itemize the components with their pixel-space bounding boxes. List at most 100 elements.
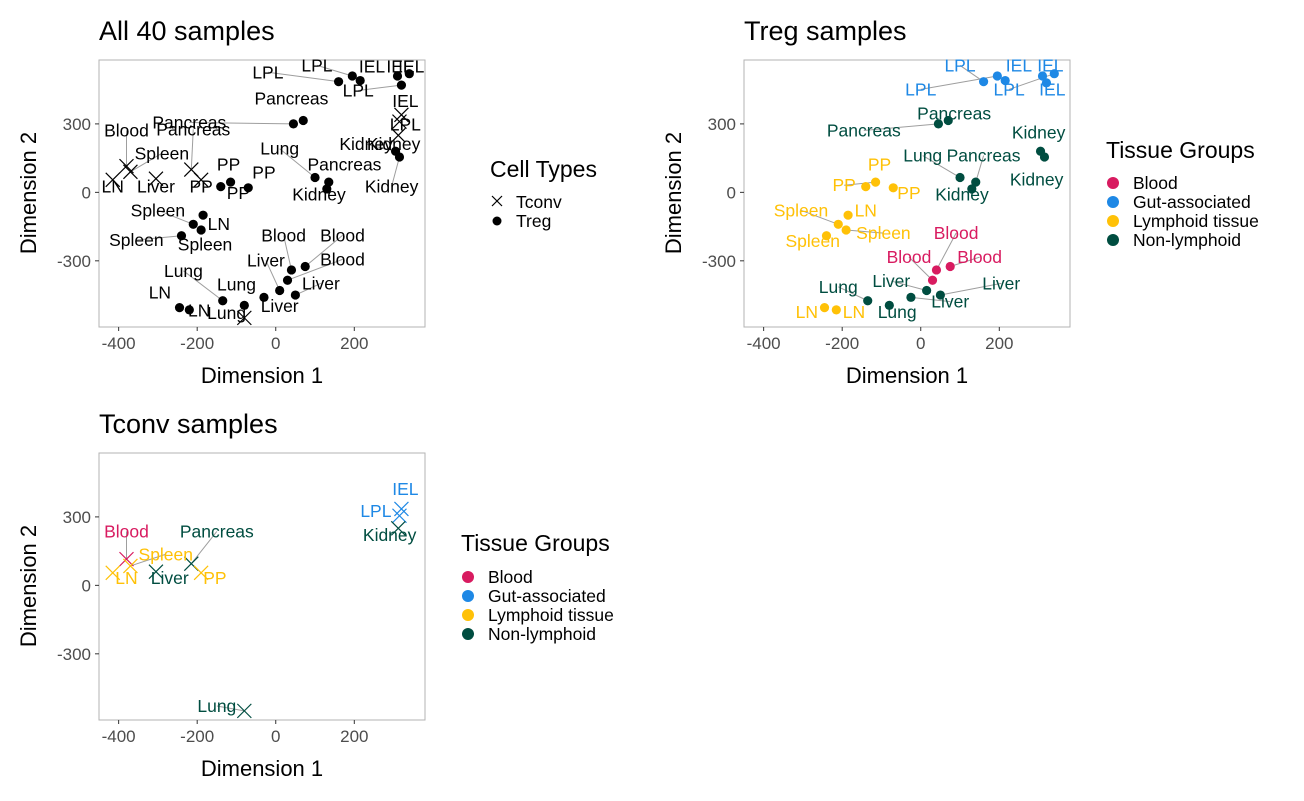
x-tick-label: 0 (271, 334, 280, 353)
legend-item-gut: Gut-associated (462, 586, 606, 606)
x-tick-label: 0 (271, 727, 280, 746)
label-leader-line (265, 260, 281, 291)
legend-label: Blood (1133, 173, 1178, 193)
data-label: Liver (261, 296, 299, 316)
data-label: LN (115, 568, 137, 588)
legend-label: Non-lymphoid (1133, 230, 1241, 250)
label-leader-line (183, 270, 224, 302)
chart-title: Treg samples (744, 16, 907, 46)
legend: Cell Types Tconv Treg (490, 156, 597, 231)
label-leader-line (189, 121, 294, 125)
data-label: Liver (982, 273, 1020, 293)
data-point-x (392, 508, 407, 524)
data-label: LPL (994, 79, 1025, 99)
data-label: Pancreas (827, 120, 901, 140)
data-point-dot (290, 290, 300, 300)
data-label: Spleen (109, 230, 164, 250)
data-label: Blood (261, 225, 306, 245)
data-point-x (236, 310, 252, 326)
data-label: LN (102, 176, 124, 196)
label-leader-line (891, 280, 927, 291)
data-label: LN (855, 200, 877, 220)
data-point-dot (884, 300, 894, 310)
data-point-x (390, 520, 406, 536)
data-point-dot (906, 292, 916, 302)
label-leader-line (846, 229, 884, 234)
data-label: LPL (343, 81, 374, 101)
data-label: IEL (398, 57, 425, 77)
data-label: PP (897, 183, 920, 203)
data-point-dot (1039, 152, 1050, 162)
legend-key-dot (462, 590, 474, 602)
y-axis-label: Dimension 2 (16, 525, 41, 647)
label-leader-line (365, 143, 396, 152)
data-point-dot (1041, 78, 1052, 88)
legend-label: Blood (488, 567, 533, 587)
data-label: PP (252, 163, 275, 183)
data-label: Blood (320, 225, 365, 245)
data-label: LPL (390, 115, 421, 135)
x-tick-label: -400 (102, 334, 136, 353)
legend-label: Lymphoid tissue (488, 605, 614, 625)
data-point-x (193, 172, 209, 188)
plot-area (98, 452, 426, 721)
x-axis-label: Dimension 1 (201, 363, 323, 388)
data-label: Lung (197, 696, 236, 716)
data-point-dot (831, 305, 841, 315)
data-label: IEL (392, 91, 419, 111)
label-leader-line (844, 181, 876, 186)
data-label: Pancreas (917, 103, 991, 123)
label-leader-line (216, 705, 245, 712)
data-point-dot (927, 275, 938, 285)
data-label: LPL (905, 79, 936, 99)
data-label: IEL (1039, 79, 1066, 99)
data-label: LN (843, 302, 865, 322)
legend-label: Gut-associated (488, 586, 606, 606)
data-label: LN (188, 301, 210, 321)
legend-key-x (491, 195, 503, 207)
data-label: Lung (819, 277, 858, 297)
data-label: Spleen (131, 200, 186, 220)
label-leader-line (800, 209, 839, 225)
tick-labels: -400 -200 0 200 -300 0 300 (57, 508, 369, 746)
data-label: PP (189, 176, 212, 196)
data-label: Lung (207, 303, 246, 323)
data-label: Liver (872, 271, 910, 291)
data-point-dot (322, 184, 332, 194)
data-point-dot (943, 115, 953, 126)
data-point-dot (392, 71, 403, 81)
data-label: Pancreas (308, 155, 382, 175)
data-label: LN (796, 302, 818, 322)
data-point-dot (955, 172, 965, 183)
y-tick-label: 300 (63, 508, 91, 527)
data-label: LN (149, 282, 171, 302)
y-axis-label: Dimension 2 (661, 132, 686, 254)
data-point-dot (239, 300, 249, 310)
label-leader-line (136, 235, 182, 241)
data-label: Pancreas (180, 521, 254, 541)
data-label: Kidney (365, 176, 419, 196)
data-label: PP (868, 155, 891, 175)
legend-item-blood: Blood (1107, 173, 1178, 193)
legend-label: Tconv (516, 192, 562, 212)
data-label: IEL (1037, 55, 1064, 75)
data-point-dot (176, 231, 187, 241)
data-point-dot (198, 210, 208, 220)
data-label: Lung (217, 274, 256, 294)
label-leader-line (295, 282, 322, 296)
data-label: Spleen (178, 235, 233, 255)
legend-key-dot (1107, 234, 1119, 246)
data-point-dot (967, 184, 977, 194)
data-point-dot (863, 296, 873, 306)
label-leader-line (910, 296, 951, 303)
data-point-x (148, 171, 164, 187)
data-point-dot (870, 177, 881, 187)
x-tick-label: 0 (916, 334, 925, 353)
data-label: Liver (137, 176, 175, 196)
data-label: Kidney (292, 184, 346, 204)
tick-labels: -400 -200 0 200 -300 0 300 (702, 115, 1014, 353)
data-label: PP (203, 568, 226, 588)
data-point-x (392, 114, 407, 130)
data-label: Blood (320, 249, 365, 269)
